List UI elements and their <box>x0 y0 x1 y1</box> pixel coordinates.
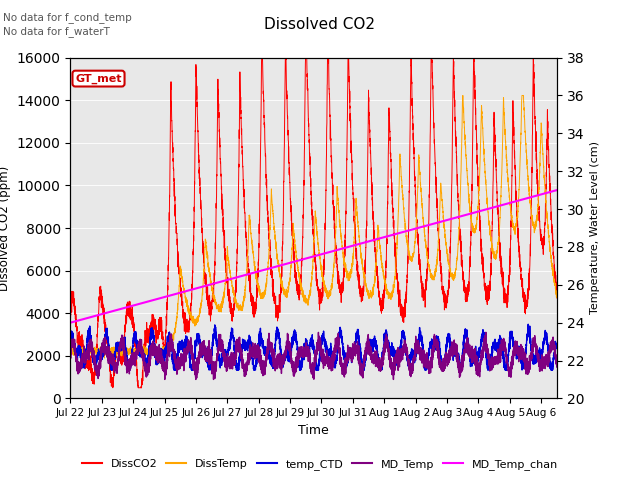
Line: temp_CTD: temp_CTD <box>70 324 557 370</box>
DissCO2 <box>109 385 116 391</box>
temp_CTD <box>358 360 366 366</box>
MD_Temp <box>482 329 490 335</box>
DissTemp <box>253 272 260 277</box>
DissCO2 <box>67 319 74 324</box>
DissTemp <box>429 276 437 281</box>
DissCO2 <box>553 295 561 301</box>
MD_Temp <box>429 348 437 354</box>
DissTemp <box>155 347 163 352</box>
MD_Temp <box>67 350 74 356</box>
MD_Temp_chan <box>67 320 74 325</box>
MD_Temp <box>161 377 168 383</box>
DissCO2 <box>258 55 266 60</box>
Legend: DissCO2, DissTemp, temp_CTD, MD_Temp, MD_Temp_chan: DissCO2, DissTemp, temp_CTD, MD_Temp, MD… <box>77 455 563 474</box>
DissTemp <box>358 259 366 264</box>
DissCO2 <box>429 110 437 116</box>
Text: No data for f_cond_temp: No data for f_cond_temp <box>3 12 132 23</box>
temp_CTD <box>429 347 437 353</box>
MD_Temp_chan <box>383 234 390 240</box>
Text: No data for f_waterT: No data for f_waterT <box>3 26 110 37</box>
temp_CTD <box>553 343 561 348</box>
Text: GT_met: GT_met <box>76 73 122 84</box>
temp_CTD <box>524 321 532 327</box>
Text: Dissolved CO2: Dissolved CO2 <box>264 17 376 32</box>
DissTemp <box>67 348 74 354</box>
temp_CTD <box>108 367 115 373</box>
MD_Temp_chan <box>553 187 561 193</box>
DissCO2 <box>253 296 260 302</box>
MD_Temp <box>155 353 163 359</box>
temp_CTD <box>67 341 74 347</box>
Line: MD_Temp: MD_Temp <box>70 332 557 380</box>
DissCO2 <box>383 240 391 246</box>
MD_Temp_chan <box>467 211 474 216</box>
MD_Temp_chan <box>252 269 260 275</box>
DissCO2 <box>358 285 366 291</box>
MD_Temp <box>383 334 390 340</box>
MD_Temp <box>358 365 366 371</box>
Y-axis label: Temperature, Water Level (cm): Temperature, Water Level (cm) <box>589 142 600 314</box>
Line: MD_Temp_chan: MD_Temp_chan <box>70 190 557 323</box>
temp_CTD <box>253 360 260 365</box>
DissTemp <box>100 355 108 361</box>
Y-axis label: Dissolved CO2 (ppm): Dissolved CO2 (ppm) <box>0 166 11 290</box>
DissCO2 <box>467 247 474 253</box>
MD_Temp <box>553 363 561 369</box>
Line: DissTemp: DissTemp <box>70 96 557 358</box>
MD_Temp <box>253 343 260 349</box>
MD_Temp_chan <box>429 221 437 227</box>
DissCO2 <box>155 316 163 322</box>
MD_Temp <box>467 347 474 352</box>
X-axis label: Time: Time <box>298 424 329 437</box>
temp_CTD <box>155 355 163 360</box>
temp_CTD <box>467 361 474 367</box>
DissTemp <box>459 93 467 98</box>
Line: DissCO2: DissCO2 <box>70 58 557 388</box>
MD_Temp_chan <box>155 296 163 301</box>
temp_CTD <box>383 331 390 337</box>
MD_Temp_chan <box>358 240 366 246</box>
DissTemp <box>553 294 561 300</box>
DissTemp <box>467 210 474 216</box>
DissTemp <box>383 287 390 292</box>
